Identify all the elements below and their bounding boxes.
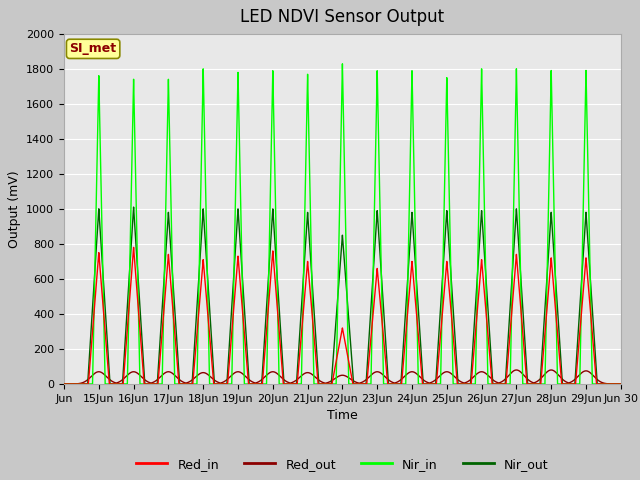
Title: LED NDVI Sensor Output: LED NDVI Sensor Output	[241, 9, 444, 26]
Y-axis label: Output (mV): Output (mV)	[8, 170, 20, 248]
Legend: Red_in, Red_out, Nir_in, Nir_out: Red_in, Red_out, Nir_in, Nir_out	[131, 453, 554, 476]
Text: SI_met: SI_met	[70, 42, 116, 55]
X-axis label: Time: Time	[327, 409, 358, 422]
